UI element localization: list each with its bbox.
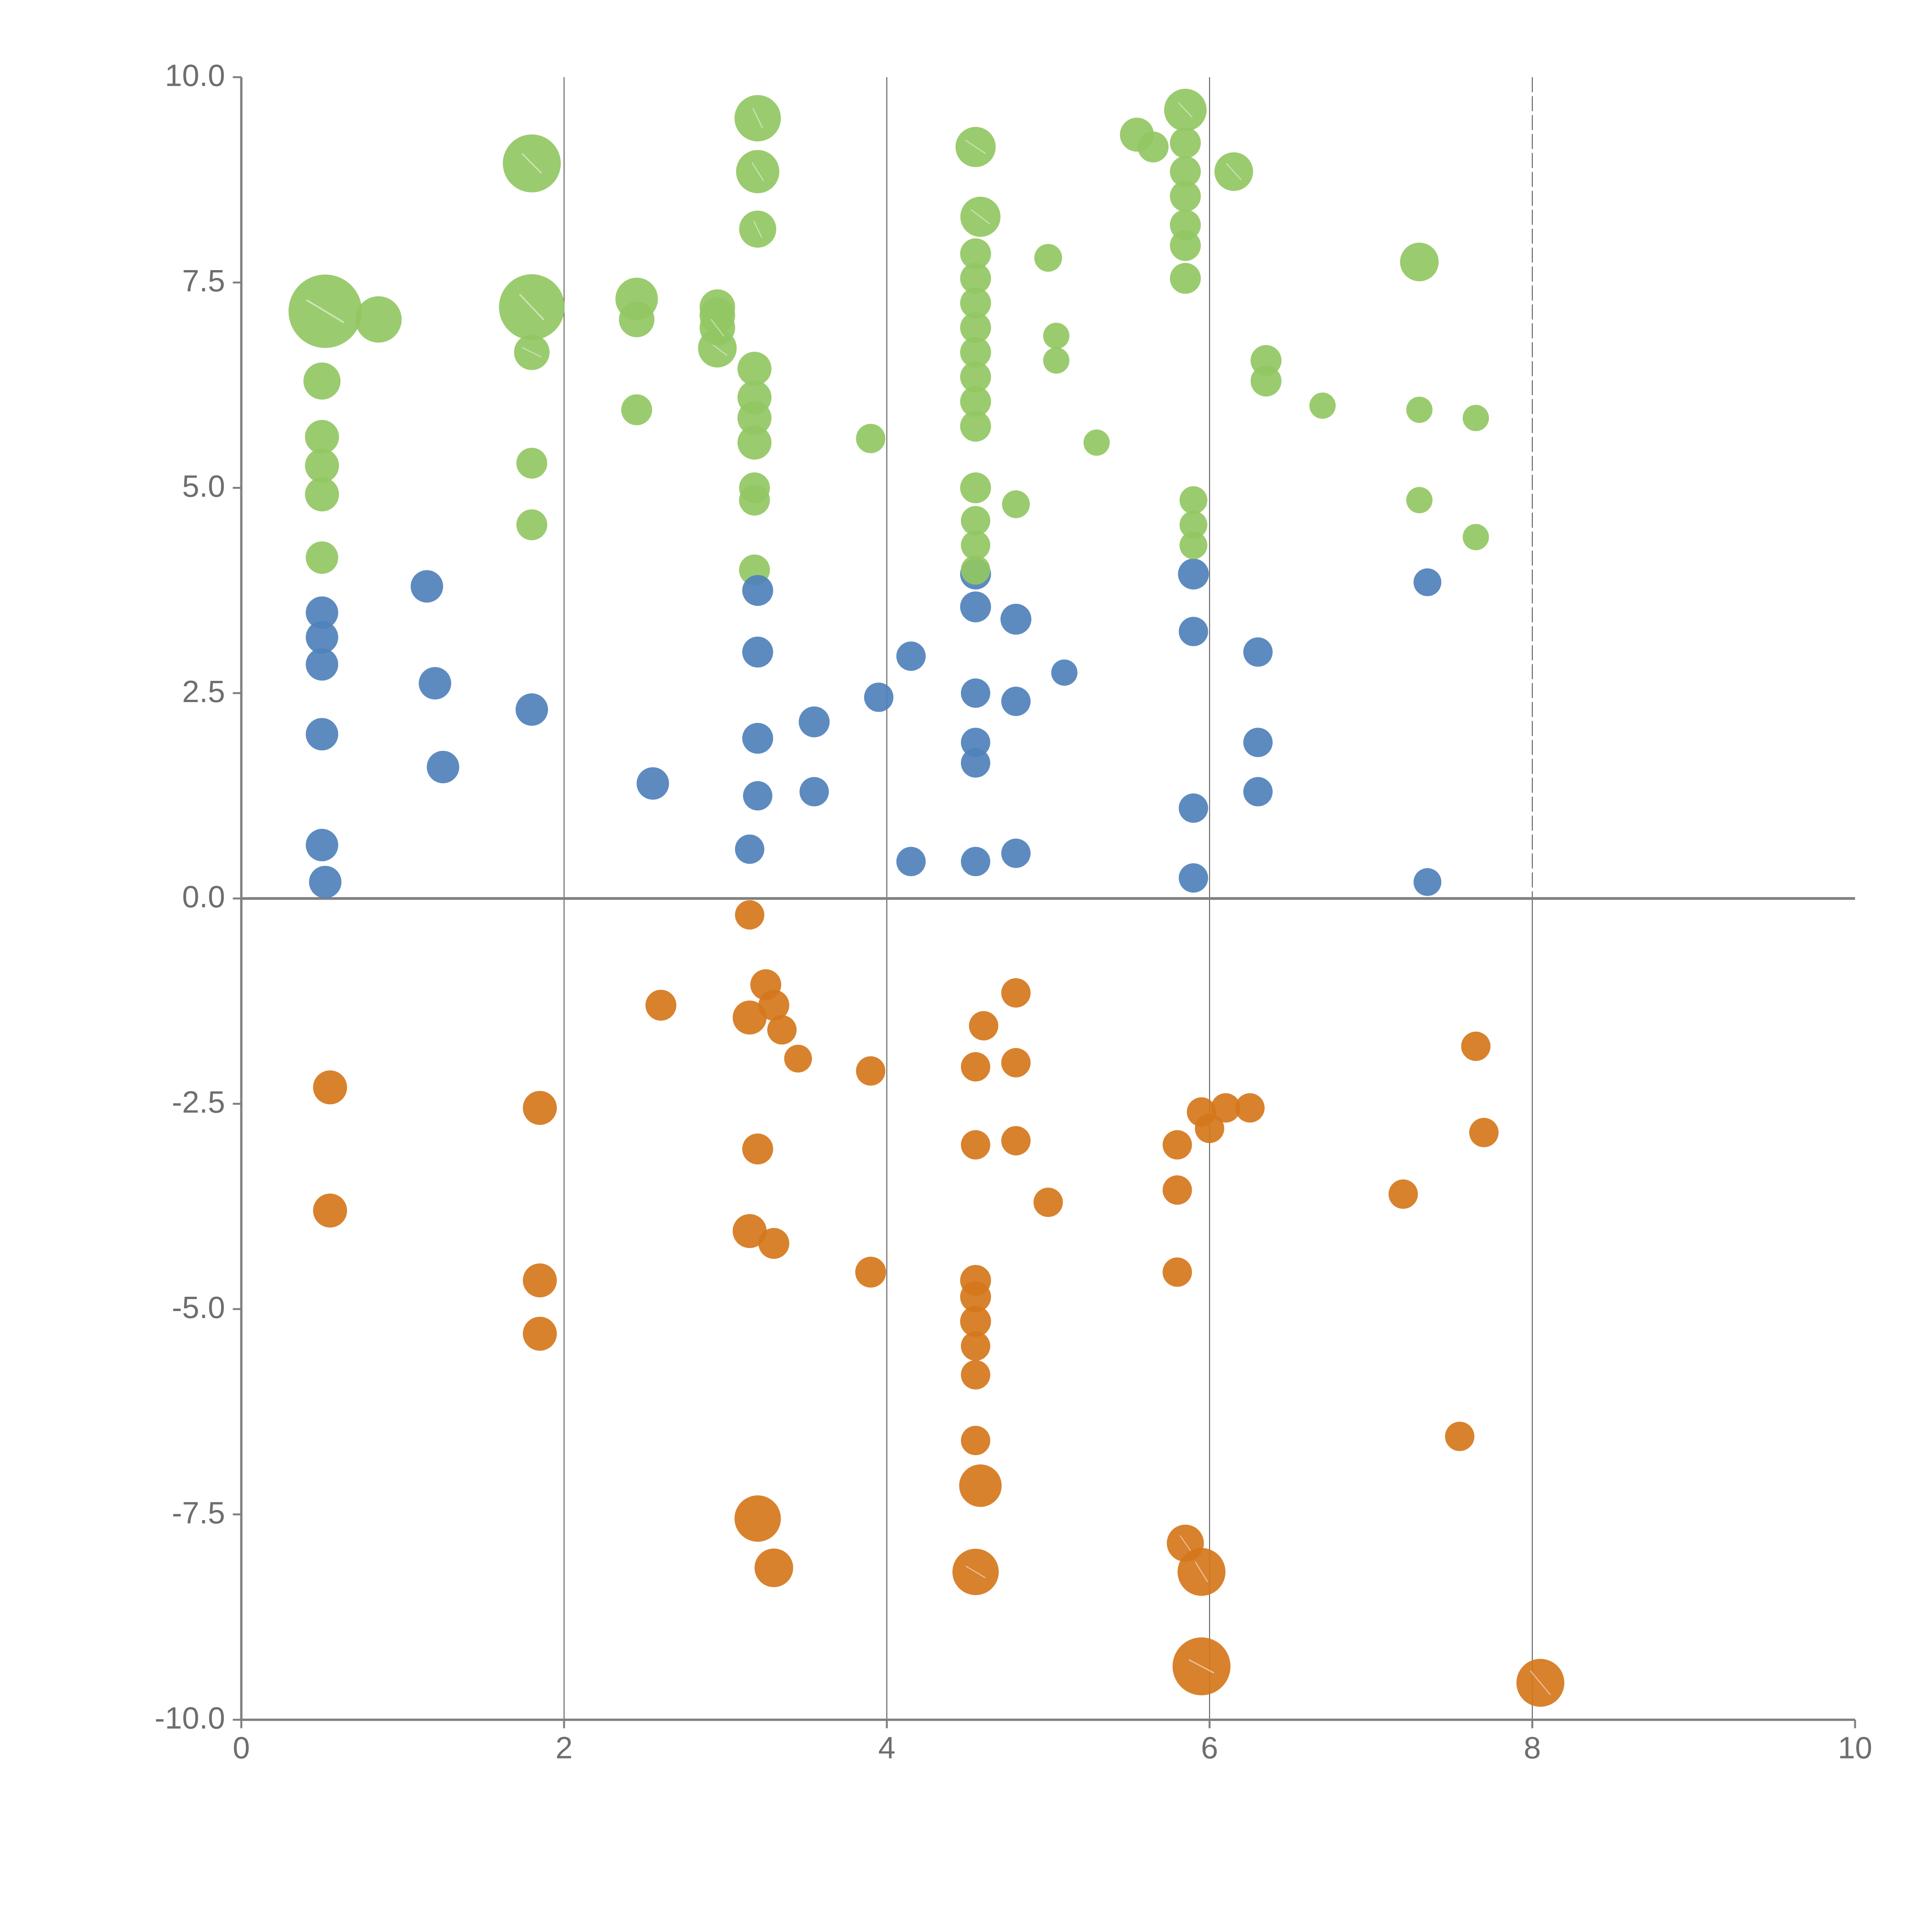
- svg-text:6: 6: [1201, 1731, 1218, 1765]
- svg-text:-5.0: -5.0: [172, 1290, 225, 1325]
- svg-text:-7.5: -7.5: [172, 1495, 225, 1530]
- svg-text:0: 0: [233, 1731, 250, 1765]
- svg-text:-2.5: -2.5: [172, 1085, 225, 1119]
- svg-text:2: 2: [556, 1731, 573, 1765]
- svg-text:10: 10: [1838, 1731, 1872, 1765]
- svg-text:4: 4: [878, 1731, 896, 1765]
- svg-text:0.0: 0.0: [182, 879, 225, 914]
- svg-text:-10.0: -10.0: [155, 1701, 225, 1735]
- svg-text:10.0: 10.0: [165, 58, 225, 93]
- svg-text:8: 8: [1524, 1731, 1541, 1765]
- svg-text:7.5: 7.5: [182, 264, 225, 298]
- svg-text:2.5: 2.5: [182, 674, 225, 709]
- svg-text:5.0: 5.0: [182, 469, 225, 503]
